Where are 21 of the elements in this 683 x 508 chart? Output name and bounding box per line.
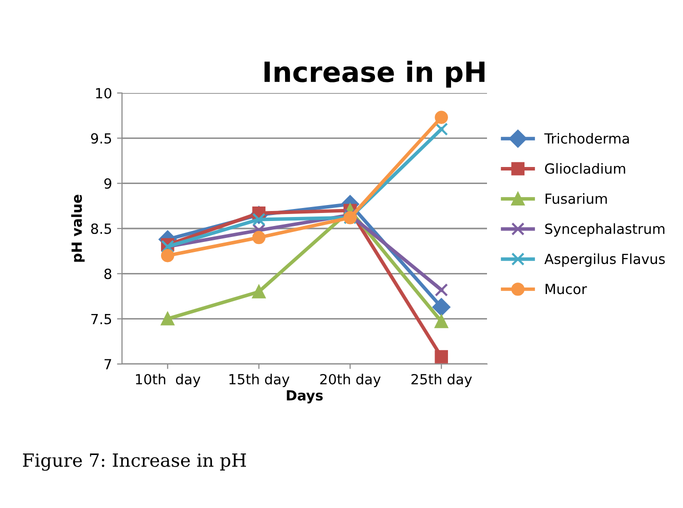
y-tick-label: 9.5: [91, 133, 112, 144]
legend-label: Gliocladium: [545, 163, 626, 174]
y-tick-label: 7: [104, 359, 112, 370]
chart-title: Increase in pH: [264, 60, 484, 88]
legend-label: Fusarium: [546, 193, 607, 204]
x-tick-label: 25th day: [411, 374, 472, 388]
x-axis-title: Days: [286, 390, 323, 404]
caption: Figure 7: Increase in pH: [22, 453, 246, 471]
y-axis-title: pH value: [71, 194, 85, 262]
y-tick-label: 9: [104, 178, 112, 189]
x-tick-label: 15th day: [229, 374, 290, 388]
y-tick-label: 7.5: [91, 314, 112, 324]
legend-label: Trichoderma: [544, 132, 629, 144]
y-tick-label: 10: [96, 88, 112, 98]
legend-label: Syncephalastrum: [545, 223, 664, 237]
x-tick-label: 20th day: [320, 374, 381, 388]
legend-label: Mucor: [546, 284, 587, 294]
y-tick-label: 8.5: [91, 223, 112, 234]
x-tick-label: 10th day: [136, 374, 200, 388]
y-tick-label: 8: [104, 268, 112, 280]
legend-label: Aspergilus Flavus: [544, 253, 665, 267]
